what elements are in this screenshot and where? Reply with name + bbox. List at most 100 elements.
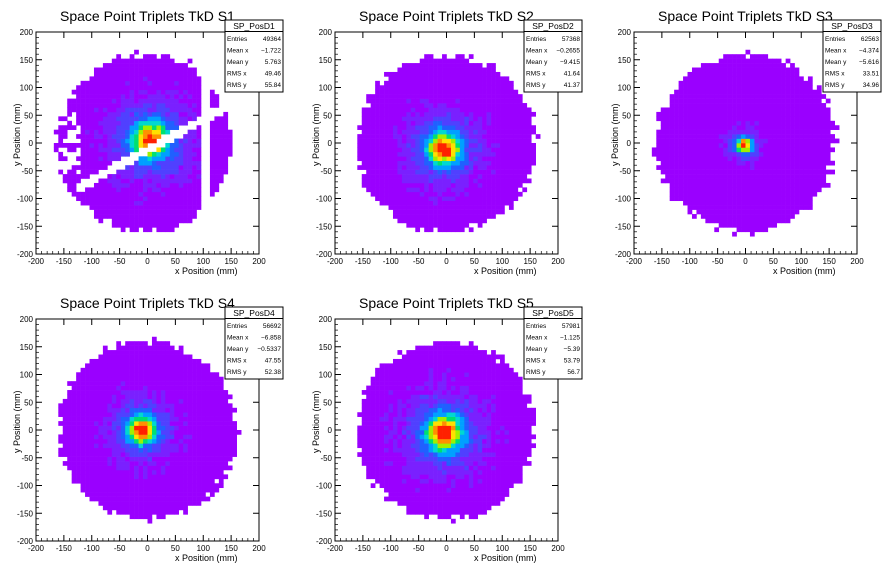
heatmap-cell [500, 196, 505, 202]
heatmap-cell [375, 147, 380, 153]
heatmap-cell [486, 151, 492, 157]
heatmap-cell [223, 134, 229, 139]
heatmap-cell [174, 394, 180, 400]
heatmap-cell [419, 85, 425, 91]
heatmap-cell [174, 354, 180, 360]
heatmap-cell [102, 501, 108, 506]
heatmap-cell [187, 447, 193, 453]
heatmap-cell [473, 67, 479, 73]
x-tick-label: 50 [171, 257, 180, 266]
heatmap-cell [192, 182, 197, 188]
heatmap-cell [183, 178, 188, 184]
heatmap-cell [437, 94, 443, 99]
heatmap-cell [723, 138, 728, 144]
heatmap-cell [174, 474, 180, 480]
heatmap-cell [442, 143, 447, 148]
heatmap-cell [495, 165, 501, 170]
heatmap-cell [741, 89, 746, 95]
heatmap-cell [785, 174, 791, 179]
heatmap-cell [464, 218, 470, 224]
heatmap-cell [107, 487, 113, 493]
heatmap-cell [459, 67, 465, 73]
heatmap-cell [76, 116, 81, 122]
heatmap-cell [80, 398, 86, 404]
heatmap-cell [80, 98, 86, 104]
heatmap-cell [428, 125, 434, 130]
heatmap-cell [816, 85, 822, 91]
heatmap-cell [442, 160, 447, 166]
heatmap-cell [678, 174, 684, 179]
heatmap-cell [442, 178, 447, 184]
heatmap-cell [93, 98, 99, 104]
y-tick-label: -100 [17, 195, 34, 204]
heatmap-cell [687, 187, 693, 193]
heatmap-cell [428, 156, 434, 162]
heatmap-cell [424, 129, 429, 135]
heatmap-cell [187, 443, 193, 449]
heatmap-cell [772, 200, 778, 206]
heatmap-cell [513, 138, 519, 144]
heatmap-cell [138, 376, 144, 382]
heatmap-cell [459, 143, 465, 148]
heatmap-cell [67, 178, 72, 184]
heatmap-cell [736, 222, 742, 228]
heatmap-cell [464, 120, 470, 126]
heatmap-cell [138, 425, 144, 431]
heatmap-cell [745, 205, 751, 210]
heatmap-cell [473, 85, 479, 91]
heatmap-cell [156, 129, 162, 135]
heatmap-cell [116, 496, 122, 502]
heatmap-cell [80, 94, 86, 99]
heatmap-cell [669, 178, 675, 184]
heatmap-cell [143, 54, 148, 59]
heatmap-cell [727, 58, 733, 64]
heatmap-cell [491, 89, 496, 95]
heatmap-cell [93, 120, 99, 126]
heatmap-cell [732, 222, 737, 228]
heatmap-cell [102, 205, 108, 210]
heatmap-cell [174, 367, 180, 373]
heatmap-cell [165, 222, 171, 228]
heatmap-cell [93, 143, 99, 148]
heatmap-cell [727, 103, 733, 108]
heatmap-cell [143, 120, 148, 126]
heatmap-cell [656, 138, 662, 144]
heatmap-cell [169, 205, 175, 210]
heatmap-cell [178, 214, 184, 219]
heatmap-cell [531, 111, 536, 117]
heatmap-cell [187, 138, 193, 144]
heatmap-cell [160, 354, 166, 360]
heatmap-cell [209, 191, 215, 197]
heatmap-cell [143, 174, 148, 179]
heatmap-cell [218, 151, 224, 157]
heatmap-cell [696, 151, 702, 157]
heatmap-cell [169, 196, 175, 202]
heatmap-cell [134, 49, 139, 55]
heatmap-cell [419, 178, 425, 184]
heatmap-cell [718, 58, 724, 64]
heatmap-cell [433, 143, 438, 148]
heatmap-cell [111, 407, 117, 413]
heatmap-cell [62, 443, 68, 449]
heatmap-cell [102, 138, 108, 144]
heatmap-cell [455, 107, 461, 113]
heatmap-cell [116, 456, 122, 462]
heatmap-cell [508, 191, 514, 197]
heatmap-cell [93, 160, 99, 166]
heatmap-cell [433, 107, 438, 113]
heatmap-cell [120, 403, 126, 409]
heatmap-cell [178, 89, 184, 95]
heatmap-cell [781, 71, 786, 77]
heatmap-cell [665, 160, 670, 166]
heatmap-cell [192, 156, 197, 162]
heatmap-cell [156, 412, 162, 417]
heatmap-cell [781, 80, 786, 86]
heatmap-cell [120, 350, 126, 355]
heatmap-cell [102, 107, 108, 113]
heatmap-cell [388, 143, 394, 148]
heatmap-cell [134, 182, 139, 188]
heatmap-cell [758, 85, 764, 91]
heatmap-cell [375, 80, 380, 86]
x-tick-label: 100 [496, 257, 510, 266]
heatmap-cell [665, 138, 670, 144]
